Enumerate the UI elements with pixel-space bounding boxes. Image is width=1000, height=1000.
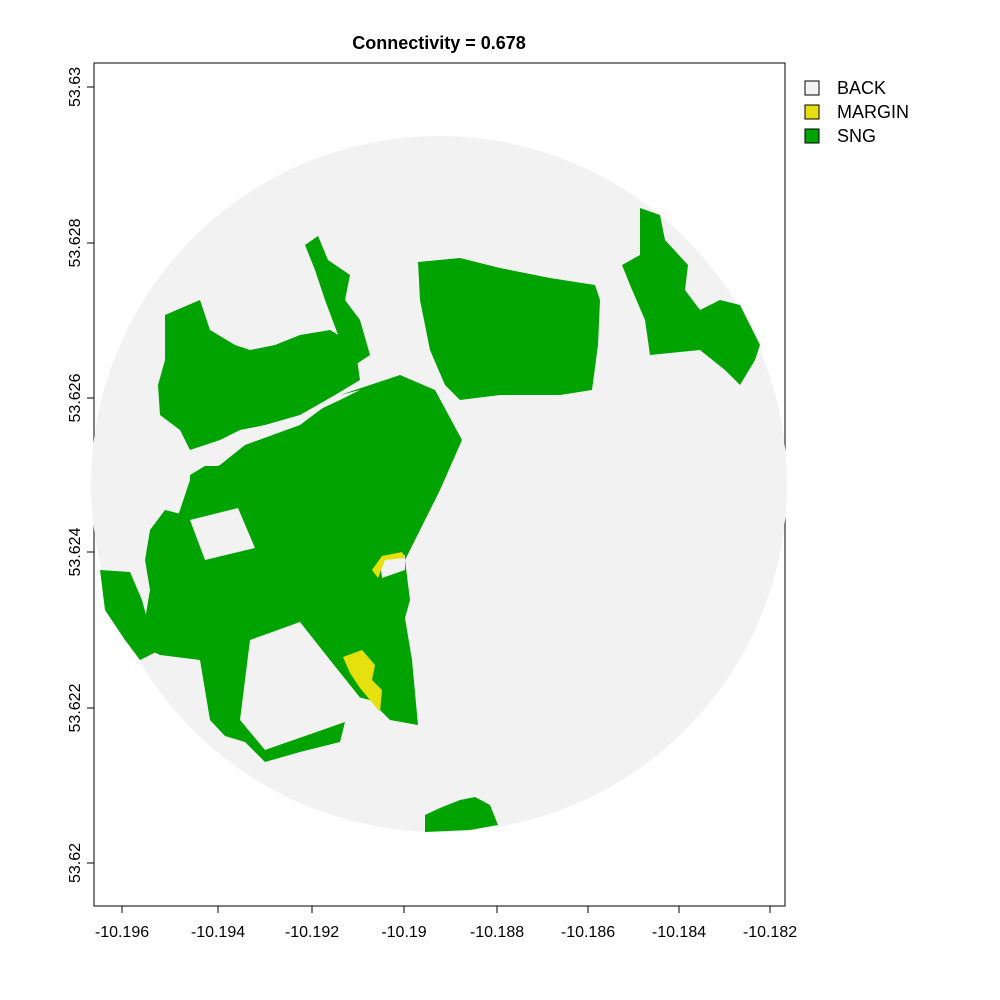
y-tick-label: 53.624: [67, 527, 84, 576]
x-tick-label: -10.192: [285, 924, 339, 941]
margin-patch-small: [372, 552, 405, 578]
x-tick-2: -10.194: [191, 906, 245, 941]
y-tick-1: 53.63: [67, 67, 94, 107]
y-tick-label: 53.63: [67, 67, 84, 107]
legend-label: MARGIN: [837, 102, 909, 122]
legend-item-back: BACK: [804, 78, 886, 98]
y-tick-5: 53.622: [67, 683, 94, 732]
y-tick-label: 53.622: [67, 683, 84, 732]
sng-patch-south: [425, 797, 498, 832]
sng-patch-west-knob: [190, 466, 240, 500]
map-title: Connectivity = 0.678: [352, 33, 526, 53]
y-tick-2: 53.628: [67, 218, 94, 267]
x-tick-8: -10.182: [743, 906, 797, 941]
legend-swatch: [804, 104, 820, 120]
x-tick-6: -10.186: [561, 906, 615, 941]
y-tick-label: 53.628: [67, 218, 84, 267]
y-tick-4: 53.624: [67, 527, 94, 576]
x-tick-label: -10.194: [191, 924, 245, 941]
x-tick-5: -10.188: [470, 906, 524, 941]
sng-patch-north-finger: [305, 236, 370, 365]
hole-southwest-block: [250, 622, 362, 748]
x-tick-label: -10.19: [381, 924, 426, 941]
legend: BACK MARGIN SNG: [804, 78, 909, 146]
legend-item-margin: MARGIN: [804, 102, 909, 122]
hole-notch: [380, 555, 405, 578]
sng-patch-northwest: [158, 300, 360, 450]
y-tick-label: 53.626: [67, 373, 84, 422]
legend-swatch: [804, 128, 820, 144]
margin-patches: [343, 552, 405, 712]
x-axis: -10.196 -10.194 -10.192 -10.19 -10.188 -…: [95, 906, 797, 941]
x-tick-label: -10.186: [561, 924, 615, 941]
legend-label: SNG: [837, 126, 876, 146]
legend-item-sng: SNG: [804, 126, 876, 146]
legend-label: BACK: [837, 78, 886, 98]
x-tick-7: -10.184: [652, 906, 706, 941]
x-tick-1: -10.196: [95, 906, 149, 941]
sng-patch-west: [100, 570, 160, 660]
y-axis: 53.63 53.628 53.626 53.624 53.622 53.62: [67, 67, 94, 883]
y-tick-label: 53.62: [67, 843, 84, 883]
sng-patch-northeast: [622, 208, 760, 385]
x-tick-4: -10.19: [381, 906, 427, 941]
x-tick-label: -10.184: [652, 924, 706, 941]
margin-patch-large: [343, 650, 382, 712]
x-tick-label: -10.182: [743, 924, 797, 941]
legend-swatch: [804, 80, 820, 96]
sng-patch-north-center: [418, 258, 600, 400]
x-tick-label: -10.188: [470, 924, 524, 941]
hole-river-channel: [240, 390, 360, 440]
hole-west-square: [190, 508, 255, 560]
y-tick-3: 53.626: [67, 373, 94, 422]
sng-patches: [100, 208, 760, 832]
background-holes: [190, 390, 405, 748]
y-tick-6: 53.62: [67, 843, 94, 883]
x-tick-3: -10.192: [285, 906, 339, 941]
x-tick-label: -10.196: [95, 924, 149, 941]
